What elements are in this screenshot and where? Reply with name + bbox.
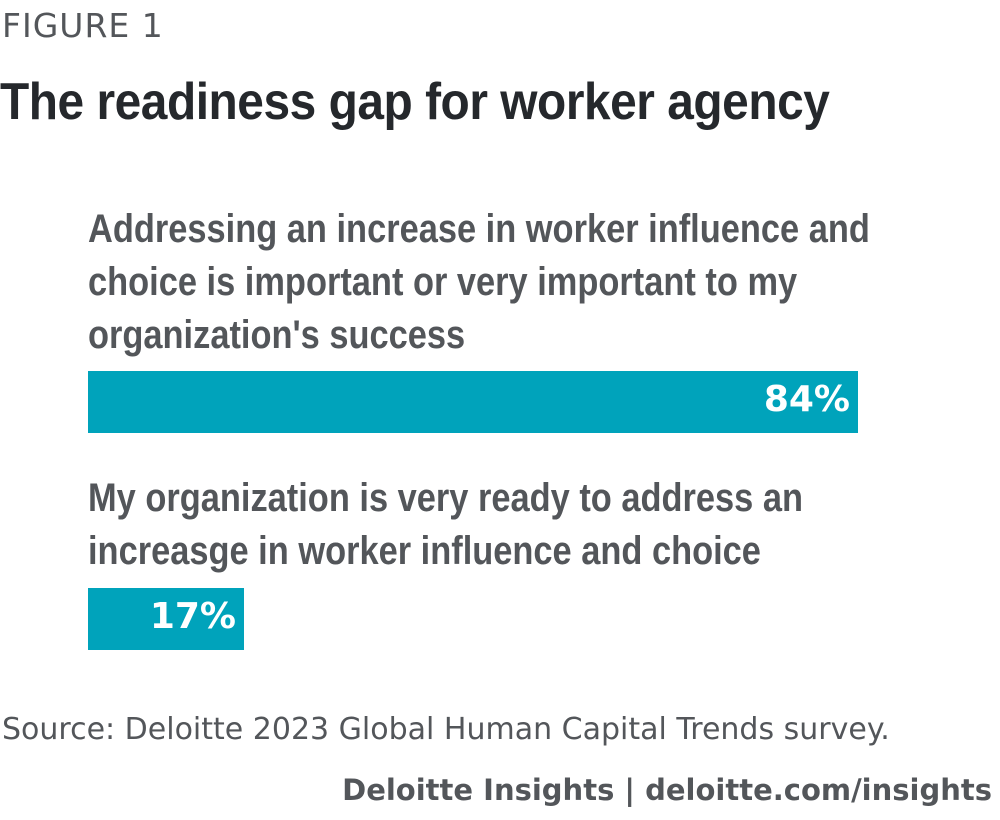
- bar-category-label-line: choice is important or very important to…: [88, 260, 798, 304]
- bar-category-label: My organization is very ready to address…: [88, 472, 803, 578]
- bar-category-label-line: My organization is very ready to address…: [88, 476, 803, 520]
- bar-category-label-line: organization's success: [88, 313, 466, 357]
- bar-category-label-line: Addressing an increase in worker influen…: [88, 207, 870, 251]
- figure-label: FIGURE 1: [2, 6, 164, 45]
- bar-value-label: 17%: [149, 596, 236, 637]
- bar-value-label: 84%: [763, 379, 850, 420]
- credit-line: Deloitte Insights | deloitte.com/insight…: [342, 773, 992, 807]
- source-note: Source: Deloitte 2023 Global Human Capit…: [2, 712, 890, 747]
- bar-category-label: Addressing an increase in worker influen…: [88, 203, 870, 362]
- chart-title: The readiness gap for worker agency: [0, 73, 830, 131]
- bar-category-label-line: increasge in worker influence and choice: [88, 529, 761, 573]
- bar: 84%: [88, 371, 858, 433]
- bar: 17%: [88, 588, 244, 650]
